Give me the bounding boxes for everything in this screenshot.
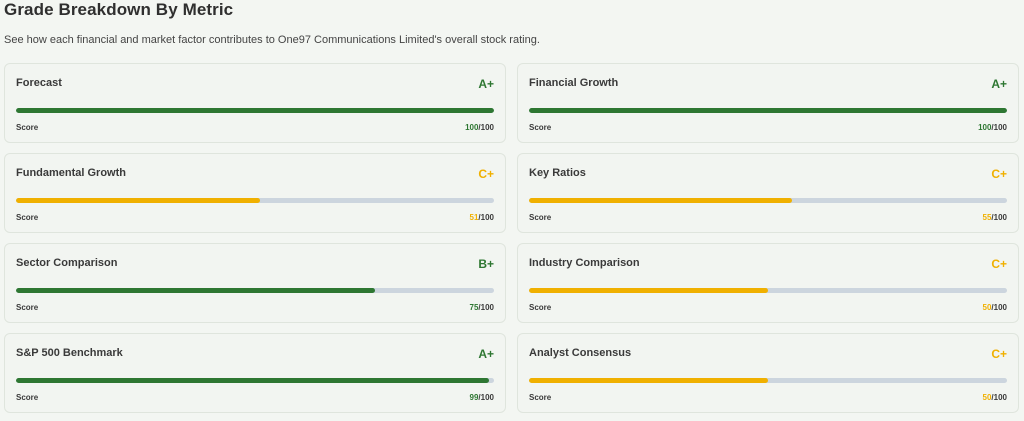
- metric-name: Financial Growth: [529, 77, 619, 89]
- score-label: Score: [529, 213, 552, 222]
- score-value: 51/100: [470, 213, 494, 222]
- metric-grade: A+: [991, 77, 1007, 91]
- metric-name: Key Ratios: [529, 167, 586, 179]
- score-label: Score: [16, 303, 39, 312]
- metric-card-industry-comparison: Industry Comparison C+ Score 50/100: [517, 243, 1019, 323]
- score-progress-fill: [529, 198, 792, 203]
- metric-name: S&P 500 Benchmark: [16, 347, 123, 359]
- score-progress-bar: [529, 108, 1007, 113]
- score-progress-bar: [529, 288, 1007, 293]
- score-progress-bar: [16, 288, 494, 293]
- score-number: 50: [982, 393, 992, 402]
- score-progress-fill: [16, 108, 494, 113]
- score-max: /100: [478, 123, 494, 132]
- score-value: 55/100: [983, 213, 1007, 222]
- score-max: /100: [991, 303, 1007, 312]
- metric-card-analyst-consensus: Analyst Consensus C+ Score 50/100: [517, 333, 1019, 413]
- metric-name: Sector Comparison: [16, 257, 118, 269]
- score-max: /100: [991, 393, 1007, 402]
- score-progress-fill: [16, 198, 260, 203]
- score-number: 100: [978, 123, 992, 132]
- page-title: Grade Breakdown By Metric: [4, 0, 234, 19]
- score-label: Score: [529, 303, 552, 312]
- score-value: 99/100: [470, 393, 494, 402]
- score-progress-bar: [529, 198, 1007, 203]
- score-max: /100: [991, 123, 1007, 132]
- score-max: /100: [991, 213, 1007, 222]
- metric-card-financial-growth: Financial Growth A+ Score 100/100: [517, 63, 1019, 143]
- metric-card-sector-comparison: Sector Comparison B+ Score 75/100: [4, 243, 506, 323]
- metric-grade: C+: [991, 347, 1007, 361]
- score-value: 50/100: [983, 393, 1007, 402]
- score-value: 75/100: [470, 303, 494, 312]
- score-label: Score: [529, 393, 552, 402]
- score-number: 50: [982, 303, 992, 312]
- score-max: /100: [478, 213, 494, 222]
- score-progress-fill: [16, 378, 490, 383]
- score-progress-bar: [16, 198, 494, 203]
- metric-name: Analyst Consensus: [529, 347, 632, 359]
- score-number: 100: [465, 123, 479, 132]
- score-progress-bar: [16, 378, 494, 383]
- metric-name: Fundamental Growth: [16, 167, 126, 179]
- metric-grade: A+: [478, 77, 494, 91]
- score-label: Score: [16, 213, 39, 222]
- score-value: 100/100: [978, 123, 1007, 132]
- metric-grade: A+: [478, 347, 494, 361]
- score-number: 75: [469, 303, 479, 312]
- metric-grid: Forecast A+ Score 100/100 Financial Growth A+…: [4, 63, 1019, 413]
- score-number: 55: [982, 213, 992, 222]
- score-label: Score: [16, 393, 39, 402]
- score-progress-bar: [529, 378, 1007, 383]
- score-value: 100/100: [465, 123, 494, 132]
- page-subtitle: See how each financial and market factor…: [4, 34, 540, 46]
- score-progress-bar: [16, 108, 494, 113]
- metric-grade: C+: [991, 257, 1007, 271]
- score-label: Score: [529, 123, 552, 132]
- metric-grade: C+: [478, 167, 494, 181]
- metric-grade: B+: [478, 257, 494, 271]
- score-value: 50/100: [983, 303, 1007, 312]
- metric-card-forecast: Forecast A+ Score 100/100: [4, 63, 506, 143]
- metric-card-sandp-500-benchmark: S&P 500 Benchmark A+ Score 99/100: [4, 333, 506, 413]
- score-progress-fill: [529, 108, 1007, 113]
- score-max: /100: [478, 303, 494, 312]
- metric-grade: C+: [991, 167, 1007, 181]
- score-max: /100: [478, 393, 494, 402]
- score-progress-fill: [529, 378, 768, 383]
- metric-card-fundamental-growth: Fundamental Growth C+ Score 51/100: [4, 153, 506, 233]
- score-progress-fill: [16, 288, 375, 293]
- metric-card-key-ratios: Key Ratios C+ Score 55/100: [517, 153, 1019, 233]
- score-number: 99: [469, 393, 479, 402]
- score-label: Score: [16, 123, 39, 132]
- score-progress-fill: [529, 288, 768, 293]
- metric-name: Industry Comparison: [529, 257, 640, 269]
- metric-name: Forecast: [16, 77, 62, 89]
- score-number: 51: [469, 213, 479, 222]
